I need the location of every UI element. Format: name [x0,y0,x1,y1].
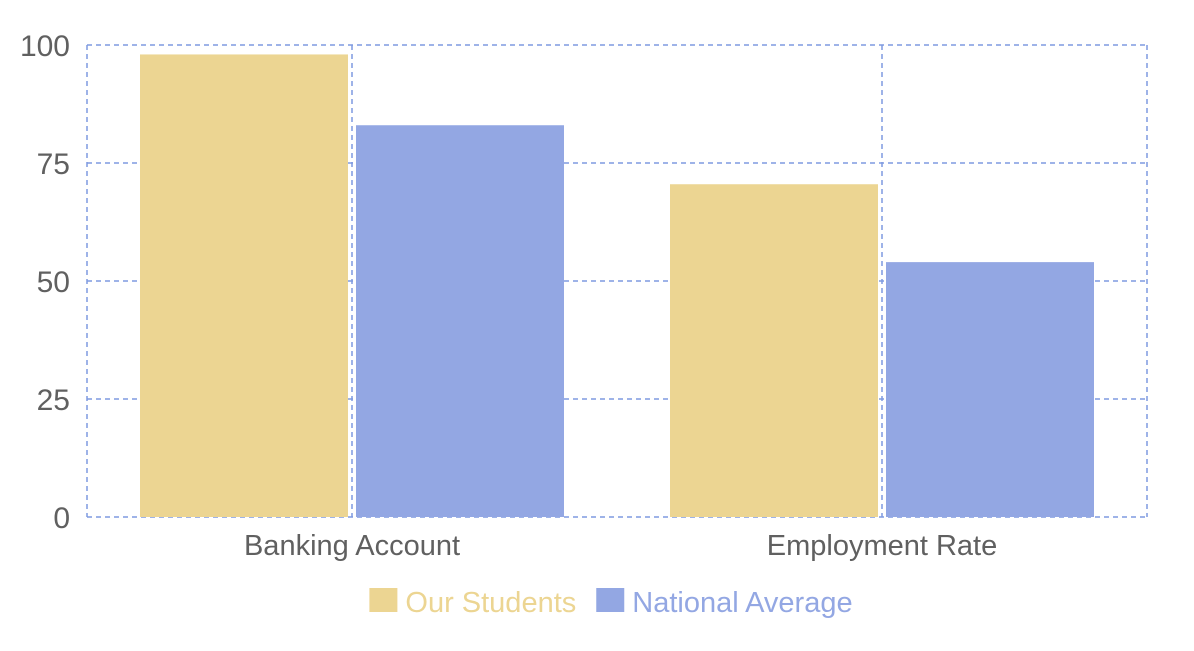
bar-national-average-employment-rate[interactable] [886,262,1094,517]
legend-swatch [369,588,398,612]
y-tick-label: 75 [37,148,70,181]
legend-swatch [596,588,625,612]
legend-label: Our Students [405,587,576,619]
x-tick-label: Banking Account [244,530,460,562]
legend[interactable]: Our Students National Average [369,587,853,619]
y-tick-label: 0 [53,502,70,535]
legend-item-our-students[interactable]: Our Students [369,587,576,619]
bar-our-students-employment-rate[interactable] [670,184,878,518]
x-tick-label: Employment Rate [767,530,998,562]
bar-our-students-banking-account[interactable] [140,54,348,517]
bars-layer [140,54,1094,518]
legend-item-national-average[interactable]: National Average [596,587,853,619]
legend-label: National Average [632,587,852,619]
bar-national-average-banking-account[interactable] [356,125,564,518]
axis-layer: 0 25 50 75 100 Banking Account Employment Rate [20,30,997,562]
y-tick-label: 25 [37,384,70,417]
y-tick-label: 100 [20,30,70,63]
y-tick-label: 50 [37,266,70,299]
